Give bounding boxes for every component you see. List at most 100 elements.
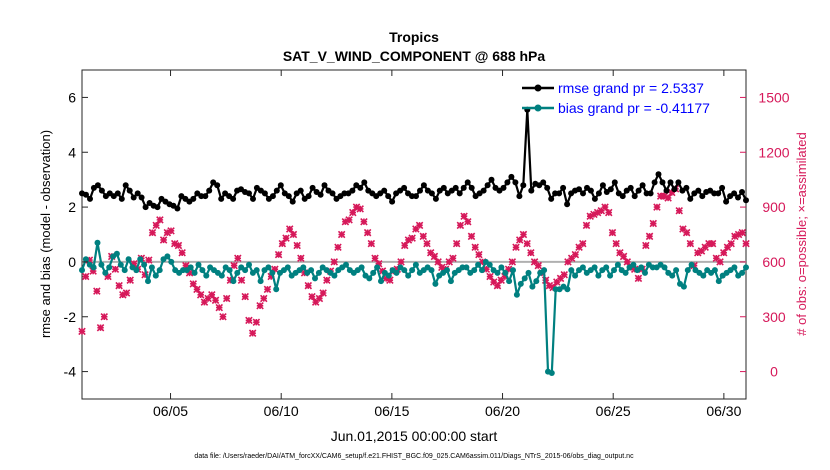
obs-count-marker xyxy=(712,254,721,263)
bias-point xyxy=(152,272,159,279)
rmse-point xyxy=(428,190,435,197)
bias-point xyxy=(203,272,210,279)
obs-count-marker xyxy=(222,294,231,303)
obs-count-marker xyxy=(382,274,390,283)
obs-count-marker xyxy=(471,243,479,252)
rmse-point xyxy=(631,193,638,200)
obs-count-marker xyxy=(208,291,216,299)
obs-count-marker xyxy=(575,243,583,252)
bias-point xyxy=(498,264,505,271)
obs-count-marker xyxy=(597,206,606,215)
obs-count-marker xyxy=(738,228,747,237)
obs-count-marker xyxy=(274,250,283,259)
obs-count-marker xyxy=(549,283,557,292)
bias-point xyxy=(331,272,338,279)
bias-point xyxy=(731,264,738,271)
bias-point xyxy=(444,267,450,274)
obs-count-marker xyxy=(141,270,149,279)
obs-count-marker xyxy=(356,205,364,213)
rmse-point xyxy=(206,187,213,194)
bias-point xyxy=(595,272,602,279)
obs-count-marker xyxy=(482,265,491,273)
rmse-series xyxy=(79,106,749,212)
rmse-point xyxy=(417,187,423,194)
bias-point xyxy=(409,267,416,274)
bias-point xyxy=(246,261,252,268)
rmse-point xyxy=(528,187,535,194)
obs-count-marker xyxy=(241,292,249,301)
obs-count-marker xyxy=(393,265,402,273)
obs-count-marker xyxy=(508,258,517,266)
obs-count-marker xyxy=(604,208,613,217)
bias-point xyxy=(226,267,233,274)
rmse-point xyxy=(699,193,706,200)
rmse-point xyxy=(595,190,602,197)
bias-point xyxy=(405,272,412,279)
obs-count-marker xyxy=(267,272,275,281)
rmse-point xyxy=(460,184,467,191)
rmse-point xyxy=(250,195,256,202)
obs-count-marker xyxy=(515,236,524,244)
bias-point xyxy=(579,264,586,271)
bias-point xyxy=(273,286,280,293)
obs-count-marker xyxy=(81,272,90,281)
legend-rmse-marker xyxy=(534,84,542,92)
bias-point xyxy=(541,267,548,274)
bias-point xyxy=(564,286,571,293)
bias-point xyxy=(743,264,749,271)
obs-count-marker xyxy=(111,265,120,273)
obs-count-marker xyxy=(89,267,97,275)
bias-point xyxy=(715,278,722,285)
obs-count-marker xyxy=(619,252,628,261)
obs-count-marker xyxy=(415,221,424,230)
bias-point xyxy=(343,261,349,268)
bias-point xyxy=(374,264,381,271)
rmse-point xyxy=(277,182,284,189)
obs-count-marker xyxy=(130,259,138,268)
obs-count-marker xyxy=(649,219,658,228)
bias-series xyxy=(79,239,749,376)
bias-point xyxy=(199,267,206,274)
obs-count-marker xyxy=(612,239,620,248)
legend-bias-marker xyxy=(534,104,542,112)
obs-count-marker xyxy=(489,278,498,286)
rmse-point xyxy=(269,193,276,200)
obs-count-marker xyxy=(174,241,183,250)
obs-count-marker xyxy=(311,298,320,306)
chart-subtitle: SAT_V_WIND_COMPONENT @ 688 hPa xyxy=(283,48,546,64)
rmse-point xyxy=(667,179,674,186)
legend-rmse-label: rmse grand pr = 2.5337 xyxy=(558,80,704,96)
obs-count-marker xyxy=(211,296,220,305)
legend-bias-label: bias grand pr = -0.41177 xyxy=(558,100,710,116)
bias-point xyxy=(113,250,120,257)
rmse-point xyxy=(607,186,614,193)
rmse-point xyxy=(134,190,141,197)
bias-point xyxy=(591,264,598,271)
bias-point xyxy=(673,267,680,274)
bias-point xyxy=(529,283,536,290)
y-left-tick-label: 6 xyxy=(68,89,76,105)
obs-count-marker xyxy=(237,276,246,284)
obs-count-marker xyxy=(512,243,520,252)
obs-count-marker xyxy=(530,258,539,266)
rmse-point xyxy=(599,182,606,189)
y-axis-left: -4 -2 0 2 4 6 xyxy=(64,89,88,380)
rmse-point xyxy=(174,205,181,212)
obs-count-marker xyxy=(449,254,457,263)
obs-count-marker xyxy=(497,276,505,284)
obs-count-marker xyxy=(571,250,580,259)
bias-point xyxy=(90,264,97,271)
rmse-point xyxy=(432,195,439,202)
y-right-tick-label: 600 xyxy=(762,254,786,270)
y-right-tick-label: 0 xyxy=(770,364,778,380)
obs-count-marker xyxy=(293,241,301,250)
bias-point xyxy=(700,272,707,279)
rmse-point xyxy=(735,194,741,201)
obs-count-marker xyxy=(156,216,164,224)
obs-count-marker xyxy=(434,258,442,266)
obs-count-marker xyxy=(330,258,339,266)
rmse-point xyxy=(611,179,618,186)
obs-count-marker xyxy=(553,278,561,286)
obs-count-marker xyxy=(534,261,543,270)
